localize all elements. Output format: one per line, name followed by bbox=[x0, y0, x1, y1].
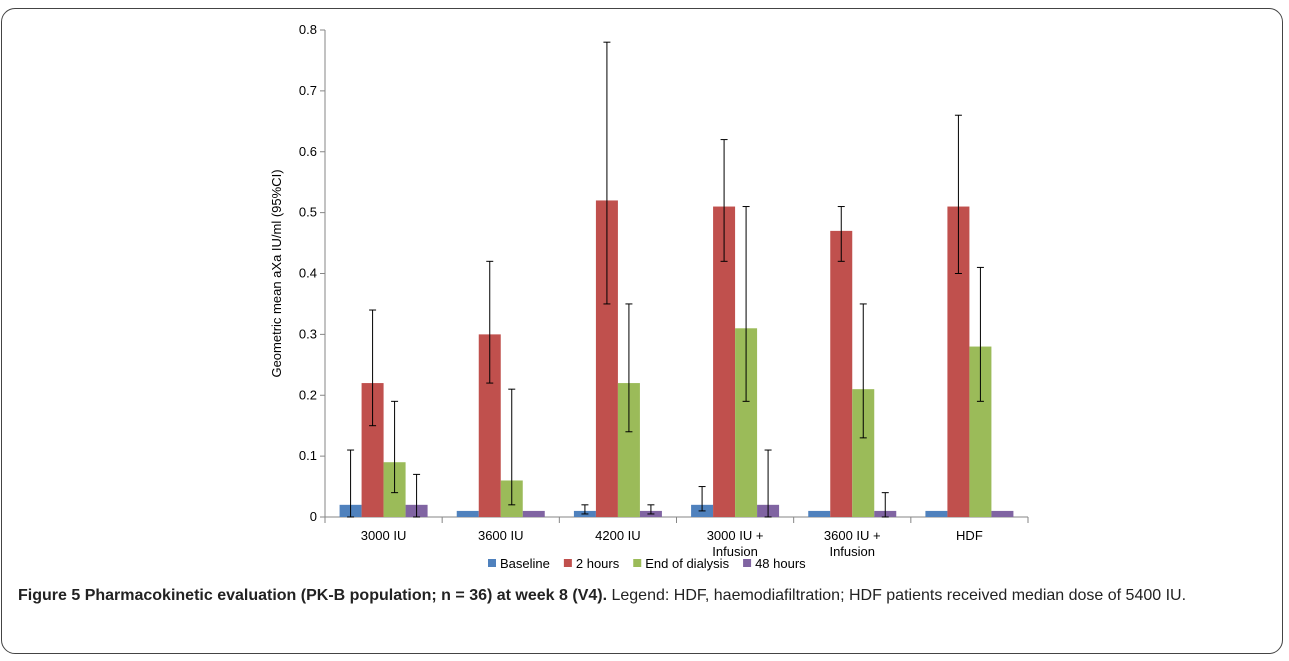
figure-caption: Figure 5 Pharmacokinetic evaluation (PK-… bbox=[18, 584, 1263, 608]
bar bbox=[478, 334, 501, 517]
bar bbox=[852, 389, 875, 517]
y-tick-label: 0.7 bbox=[299, 83, 317, 98]
bar bbox=[522, 510, 545, 517]
legend-label: End of dialysis bbox=[645, 556, 729, 571]
bar bbox=[735, 328, 758, 517]
y-tick-label: 0.4 bbox=[299, 266, 317, 281]
legend-swatch bbox=[633, 559, 642, 567]
y-tick-label: 0.8 bbox=[299, 22, 317, 37]
x-tick-label: Infusion bbox=[829, 544, 875, 559]
legend-label: Baseline bbox=[500, 556, 550, 571]
legend-swatch bbox=[488, 559, 496, 567]
y-tick-label: 0.1 bbox=[299, 448, 317, 463]
bar bbox=[991, 510, 1014, 517]
caption-text: Legend: HDF, haemodiafiltration; HDF pat… bbox=[611, 587, 1187, 604]
y-tick-label: 0.2 bbox=[299, 387, 317, 402]
bar bbox=[925, 510, 948, 517]
legend-swatch bbox=[563, 559, 572, 567]
bar bbox=[947, 206, 970, 517]
legend-label: 2 hours bbox=[576, 556, 620, 571]
caption-title: Pharmacokinetic evaluation (PK-B populat… bbox=[84, 587, 608, 604]
bar bbox=[456, 510, 479, 517]
x-tick-label: 3600 IU + bbox=[824, 528, 881, 543]
legend-label: 48 hours bbox=[755, 556, 806, 571]
x-tick-label: 3600 IU bbox=[478, 528, 524, 543]
bar bbox=[595, 200, 618, 517]
x-tick-label: 3000 IU + bbox=[707, 528, 764, 543]
figure-frame bbox=[1, 8, 1283, 654]
y-tick-label: 0.5 bbox=[299, 205, 317, 220]
y-tick-label: 0.6 bbox=[299, 144, 317, 159]
x-tick-label: Infusion bbox=[712, 544, 758, 559]
bar bbox=[808, 510, 831, 517]
bar bbox=[830, 230, 853, 517]
bar bbox=[617, 383, 640, 517]
x-tick-label: 3000 IU bbox=[361, 528, 407, 543]
caption-label: Figure 5 bbox=[18, 587, 81, 604]
y-tick-label: 0 bbox=[310, 509, 317, 524]
bar bbox=[361, 383, 384, 517]
y-tick-label: 0.3 bbox=[299, 326, 317, 341]
bar bbox=[713, 206, 736, 517]
y-axis-title: Geometric mean aXa IU/ml (95%CI) bbox=[269, 169, 284, 377]
x-tick-label: 4200 IU bbox=[595, 528, 641, 543]
x-tick-label: HDF bbox=[956, 528, 983, 543]
legend-swatch bbox=[743, 559, 752, 567]
bar-chart: 0 0.1 0.2 0.3 0.4 0.5 0.6 0.7 0.8 Geometric mean … bbox=[269, 22, 1029, 571]
bar bbox=[969, 346, 992, 517]
